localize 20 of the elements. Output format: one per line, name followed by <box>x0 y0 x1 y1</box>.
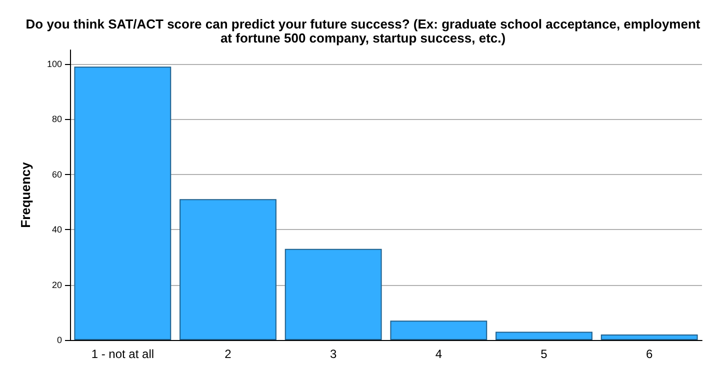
x-tick-label: 1 - not at all <box>91 347 154 361</box>
y-tick-label: 0 <box>56 335 62 345</box>
bar <box>496 332 592 340</box>
y-tick-label: 80 <box>52 114 62 124</box>
x-tick-label: 4 <box>435 347 442 361</box>
bar <box>390 320 488 340</box>
y-tick-label: 100 <box>46 58 62 69</box>
y-axis-title: Frequency <box>18 161 33 228</box>
y-tick-label: 60 <box>52 169 62 180</box>
x-tick-label: 5 <box>540 347 548 361</box>
bar <box>74 66 172 340</box>
bar <box>600 334 698 340</box>
y-tick-label: 40 <box>52 224 62 235</box>
bar <box>180 199 276 340</box>
x-tick-label: 3 <box>330 347 337 361</box>
bar <box>284 248 382 340</box>
x-tick-label: 2 <box>224 347 232 361</box>
chart-title: Do you think SAT/ACT score can predict your future success? (Ex: graduate school acceptance, employment at fortune 500 company, startup success, etc.) <box>26 16 701 46</box>
x-tick-label: 6 <box>646 347 653 361</box>
y-tick-label: 20 <box>52 280 62 290</box>
